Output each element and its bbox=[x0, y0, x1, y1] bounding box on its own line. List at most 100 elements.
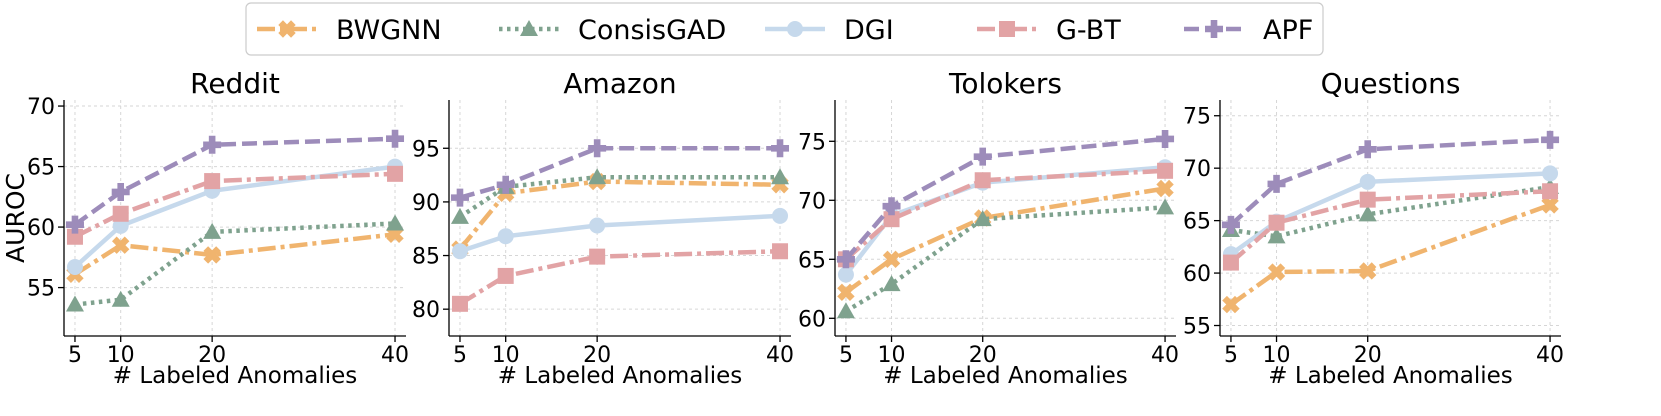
data-point-g-bt bbox=[497, 267, 514, 284]
y-tick-label: 60 bbox=[27, 216, 55, 241]
x-tick-label: 10 bbox=[878, 343, 906, 368]
y-axis-label: AUROC bbox=[1, 173, 30, 263]
x-tick-label: 20 bbox=[198, 343, 226, 368]
legend-label-g-bt: G-BT bbox=[1056, 15, 1121, 46]
data-point-g-bt bbox=[204, 173, 221, 190]
data-point-bwgnn bbox=[1267, 263, 1286, 281]
data-point-g-bt bbox=[883, 211, 900, 228]
chart-panels: 55 60 65 70 5 10 20 40 Reddit # Labeled Anomalies… bbox=[1, 67, 1564, 389]
data-point-apf bbox=[65, 215, 84, 234]
data-point-consisgad bbox=[588, 168, 607, 185]
series-apf bbox=[450, 139, 790, 207]
x-axis-label: # Labeled Anomalies bbox=[498, 363, 743, 389]
data-point-apf bbox=[111, 182, 130, 201]
data-point-g-bt bbox=[1157, 162, 1174, 179]
data-point-g-bt bbox=[772, 243, 789, 260]
series-line-bwgnn bbox=[73, 232, 396, 277]
data-point-consisgad bbox=[1358, 205, 1377, 222]
data-point-apf bbox=[1358, 140, 1377, 159]
chart-panel-questions: 55 60 65 70 75 5 10 20 40 Questions # Labeled Anom… bbox=[1183, 67, 1564, 389]
data-point-dgi bbox=[451, 243, 468, 260]
data-point-g-bt bbox=[589, 248, 606, 265]
series-apf bbox=[65, 129, 405, 234]
chart-title: Reddit bbox=[190, 67, 280, 100]
data-point-consisgad bbox=[973, 210, 992, 227]
y-tick-label: 75 bbox=[798, 130, 826, 155]
data-point-apf bbox=[1156, 129, 1175, 148]
data-point-consisgad bbox=[1156, 198, 1175, 215]
series-line-g-bt bbox=[844, 168, 1166, 261]
data-point-consisgad bbox=[882, 275, 901, 292]
y-tick-label: 90 bbox=[412, 191, 440, 216]
legend-label-bwgnn: BWGNN bbox=[336, 15, 442, 46]
x-tick-label: 20 bbox=[583, 343, 611, 368]
data-point-g-bt bbox=[451, 295, 468, 312]
series-line-apf bbox=[844, 136, 1166, 261]
data-point-g-bt bbox=[387, 165, 404, 182]
y-tick-label: 65 bbox=[1183, 210, 1211, 235]
chart-title: Questions bbox=[1321, 67, 1461, 100]
series-line-consisgad bbox=[1230, 184, 1551, 239]
x-tick-label: 20 bbox=[969, 343, 997, 368]
y-tick-label: 70 bbox=[27, 95, 55, 120]
data-point-consisgad bbox=[771, 168, 790, 185]
data-point-apf bbox=[496, 175, 515, 194]
y-tick-label: 85 bbox=[412, 245, 440, 270]
data-point-consisgad bbox=[386, 214, 405, 231]
chart-panel-amazon: 80 85 90 95 5 10 20 40 Amazon # Labeled Anomalies bbox=[412, 67, 794, 389]
legend-item-bwgnn: BWGNN bbox=[257, 15, 442, 46]
series-line-dgi bbox=[1229, 171, 1551, 257]
series-line-g-bt bbox=[1229, 189, 1551, 265]
series-line-consisgad bbox=[458, 174, 781, 219]
data-point-apf bbox=[1221, 215, 1240, 234]
data-point-dgi bbox=[112, 217, 129, 234]
y-tick-label: 55 bbox=[1183, 315, 1211, 340]
chart-title: Amazon bbox=[563, 67, 676, 100]
series-consisgad bbox=[65, 214, 405, 312]
series-line-apf bbox=[73, 136, 396, 227]
y-tick-label: 65 bbox=[798, 248, 826, 273]
series-bwgnn bbox=[1222, 196, 1559, 314]
data-point-apf bbox=[771, 139, 790, 158]
legend-marker-consisgad bbox=[520, 20, 538, 36]
data-point-bwgnn bbox=[1359, 262, 1377, 280]
data-point-apf bbox=[588, 139, 607, 158]
data-point-g-bt bbox=[66, 228, 83, 245]
data-point-consisgad bbox=[836, 302, 855, 319]
legend-marker-dgi bbox=[787, 21, 803, 37]
data-point-dgi bbox=[1542, 165, 1559, 182]
data-point-dgi bbox=[772, 207, 789, 224]
data-point-dgi bbox=[1359, 173, 1376, 190]
legend-label-apf: APF bbox=[1263, 15, 1313, 46]
series-line-dgi bbox=[459, 213, 781, 254]
x-tick-label: 20 bbox=[1354, 343, 1382, 368]
series-g-bt bbox=[451, 243, 789, 312]
series-apf bbox=[836, 129, 1175, 269]
legend-label-dgi: DGI bbox=[844, 15, 894, 46]
legend-item-apf: APF bbox=[1184, 15, 1313, 46]
data-point-apf bbox=[386, 129, 405, 148]
series-line-apf bbox=[459, 146, 781, 200]
x-tick-label: 10 bbox=[492, 343, 520, 368]
x-tick-label: 10 bbox=[1263, 343, 1291, 368]
legend-label-consisgad: ConsisGAD bbox=[578, 15, 726, 46]
data-point-dgi bbox=[497, 228, 514, 245]
y-tick-label: 95 bbox=[412, 137, 440, 162]
data-point-bwgnn bbox=[1541, 196, 1559, 214]
legend-item-consisgad: ConsisGAD bbox=[499, 15, 726, 46]
series-line-bwgnn bbox=[844, 186, 1166, 295]
chart-panel-tolokers: 60 65 70 75 5 10 20 40 Tolokers # Labeled Anomali… bbox=[798, 67, 1179, 389]
legend-marker-g-bt bbox=[999, 21, 1015, 37]
y-tick-label: 70 bbox=[798, 189, 826, 214]
legend: BWGNN ConsisGAD DGI G-BT APF bbox=[245, 2, 1324, 56]
x-tick-label: 40 bbox=[766, 343, 794, 368]
x-tick-label: 5 bbox=[68, 343, 82, 368]
chart-title: Tolokers bbox=[948, 67, 1062, 100]
x-tick-label: 5 bbox=[839, 343, 853, 368]
data-point-g-bt bbox=[1222, 254, 1239, 271]
series-consisgad bbox=[836, 198, 1175, 319]
legend-item-g-bt: G-BT bbox=[977, 15, 1121, 46]
data-point-bwgnn bbox=[1222, 295, 1240, 314]
data-point-dgi bbox=[66, 259, 83, 276]
data-point-g-bt bbox=[1542, 183, 1559, 200]
